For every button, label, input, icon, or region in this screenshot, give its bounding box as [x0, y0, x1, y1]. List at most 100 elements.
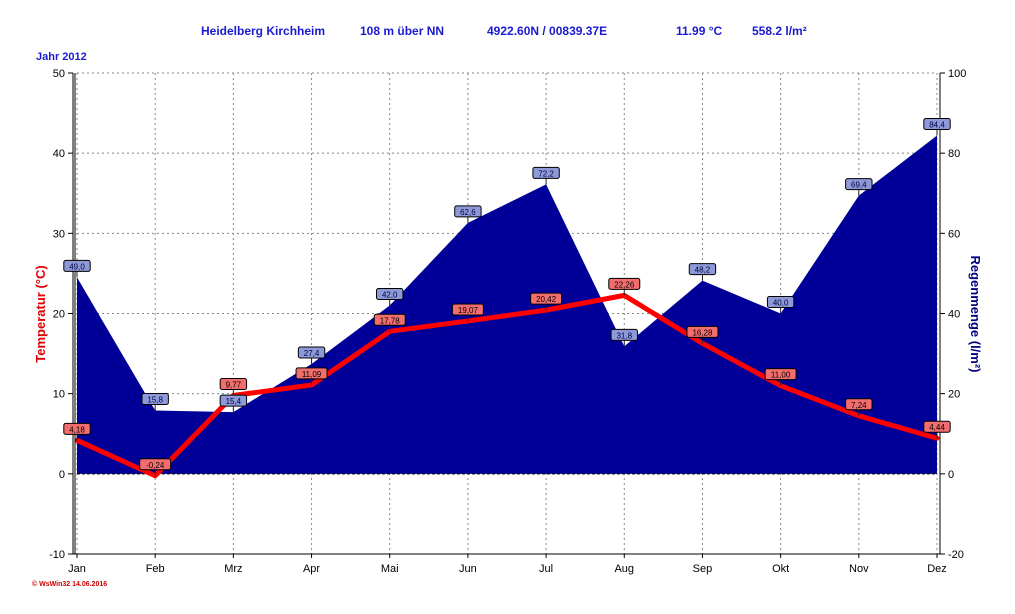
- temp-data-label-group: 4,44: [923, 420, 951, 439]
- y-tick-label-right: 20: [948, 389, 960, 401]
- rain-data-label: 15,8: [147, 396, 163, 405]
- temp-data-label-box: [373, 313, 406, 326]
- temp-data-label-group: 11,00: [764, 368, 797, 386]
- rain-data-label: 27,4: [304, 349, 320, 358]
- rain-data-label-box: [610, 328, 638, 341]
- rain-data-label-group: 62,6: [454, 205, 482, 223]
- x-tick-label: Feb: [146, 563, 165, 575]
- rain-data-label-group: 72,2: [532, 166, 560, 185]
- rain-data-label: 62,6: [460, 208, 476, 217]
- temp-data-label-group: 16,28: [686, 325, 719, 344]
- rain-data-label-group: 49,0: [63, 259, 91, 278]
- temp-data-label-group: 17,78: [373, 313, 406, 332]
- rain-data-label: 84,4: [929, 121, 945, 130]
- y-tick-label-right: 0: [948, 469, 954, 481]
- rain-data-label: 31,8: [616, 331, 632, 340]
- rain-data-label-box: [766, 296, 795, 308]
- y-tick-label-left: 40: [53, 148, 65, 160]
- temp-data-label-group: 7,24: [845, 398, 873, 416]
- rain-data-label-box: [923, 118, 951, 131]
- rain-data-label-box: [454, 205, 482, 218]
- chart-header: Heidelberg Kirchheim 108 m über NN 4922.…: [0, 24, 1015, 42]
- x-tick-label: Sep: [693, 563, 713, 575]
- temp-data-label-group: 20,42: [530, 292, 563, 311]
- temp-data-label-box: [686, 325, 719, 338]
- x-tick-label: Apr: [303, 563, 320, 575]
- temp-data-label-box: [451, 303, 484, 316]
- temp-data-label-group: 9,77: [219, 378, 248, 396]
- x-tick-label: Jun: [459, 563, 477, 575]
- temp-data-label-box: [923, 420, 951, 433]
- y-tick-label-left: 10: [53, 389, 65, 401]
- temp-data-label-box: [219, 378, 248, 391]
- rain-data-label-box: [297, 346, 326, 359]
- temp-data-label: 4,18: [69, 425, 85, 434]
- year-label: Jahr 2012: [36, 51, 87, 63]
- x-tick-label: Nov: [849, 563, 869, 575]
- rain-data-label-box: [845, 178, 873, 191]
- x-tick-label: Jul: [539, 563, 553, 575]
- temperature-line: [74, 292, 940, 479]
- temp-data-label: 17,78: [380, 316, 401, 325]
- x-tick-label: Okt: [772, 563, 789, 575]
- temp-data-label-box: [63, 422, 91, 435]
- rain-data-label-box: [532, 166, 560, 179]
- rain-data-label-box: [688, 263, 717, 276]
- temp-data-label-group: 4,18: [63, 422, 91, 441]
- rain-data-label-group: 15,8: [141, 393, 169, 411]
- temp-data-label-box: [295, 367, 328, 380]
- y-tick-label-right: 60: [948, 228, 960, 240]
- rain-data-label: 15,4: [226, 397, 242, 406]
- y-axis-left-title: Temperatur (°C): [33, 265, 48, 362]
- y-tick-label-left: -10: [49, 549, 65, 561]
- station-coordinates: 4922.60N / 00839.37E: [487, 24, 608, 38]
- rain-data-label-group: 84,4: [923, 118, 951, 136]
- x-tick-label: Mai: [381, 563, 399, 575]
- temp-data-label: 20,42: [536, 295, 557, 304]
- temp-data-label-group: -0,24: [139, 458, 172, 476]
- software-credit: © WsWin32 14.06.2016: [32, 581, 108, 588]
- temp-data-label: 7,24: [851, 401, 867, 410]
- rain-data-label: 69,4: [851, 181, 867, 190]
- temp-data-label-group: 11,09: [295, 367, 328, 385]
- temp-data-label: 11,00: [771, 371, 791, 380]
- y-tick-label-left: 30: [53, 228, 65, 240]
- rain-data-label: 72,2: [538, 169, 554, 178]
- mean-temperature: 11.99 °C: [676, 24, 723, 38]
- x-tick-label: Dez: [927, 563, 947, 575]
- y-tick-label-right: 80: [948, 148, 960, 160]
- x-tick-label: Jan: [68, 563, 86, 575]
- temp-data-label-box: [530, 292, 563, 305]
- temp-data-label-group: 22,26: [608, 277, 641, 296]
- temperature-line-layer: [74, 292, 940, 479]
- rain-data-label-group: 42,0: [376, 287, 404, 306]
- rain-data-label: 42,0: [382, 290, 398, 299]
- chart-axes: -10 0 10 20 30 40 50 -20 0 20 40 60 80 100 Jan Feb Mrz Ap…: [49, 68, 966, 575]
- temp-data-label-group: 19,07: [451, 303, 484, 321]
- rain-data-label-group: 27,4: [297, 346, 326, 365]
- rain-data-label-group: 40,0: [766, 296, 795, 314]
- temp-data-label: 16,28: [692, 328, 713, 337]
- temp-data-label: -0,24: [146, 461, 165, 470]
- rain-labels-layer: 49,0 15,8 15,4 27,4 42,0 62,6 72,2 31,8 48,2 40,0…: [63, 118, 951, 413]
- y-tick-label-left: 20: [53, 309, 65, 321]
- station-name: Heidelberg Kirchheim: [201, 24, 326, 38]
- total-rainfall: 558.2 l/m²: [752, 24, 807, 38]
- temp-data-label: 11,09: [302, 370, 322, 379]
- y-tick-label-right: -20: [948, 549, 964, 561]
- x-tick-label: Mrz: [224, 563, 242, 575]
- temp-data-label: 4,44: [929, 423, 945, 432]
- temp-data-label: 19,07: [458, 306, 479, 315]
- temp-data-label-box: [845, 398, 873, 411]
- rain-data-label-group: 48,2: [688, 263, 717, 281]
- rain-data-label: 48,2: [695, 266, 711, 275]
- rain-data-label-box: [376, 287, 404, 300]
- temp-data-label-box: [764, 368, 797, 381]
- rain-data-label-box: [141, 393, 169, 406]
- y-tick-label-left: 0: [59, 469, 65, 481]
- y-tick-label-right: 40: [948, 309, 960, 321]
- temperature-labels-layer: 4,18 -0,24 9,77 11,09 17,78 19,07 20,42 22,26 16…: [63, 277, 951, 476]
- rain-data-label-group: 31,8: [610, 328, 638, 347]
- rain-data-label: 49,0: [69, 262, 85, 271]
